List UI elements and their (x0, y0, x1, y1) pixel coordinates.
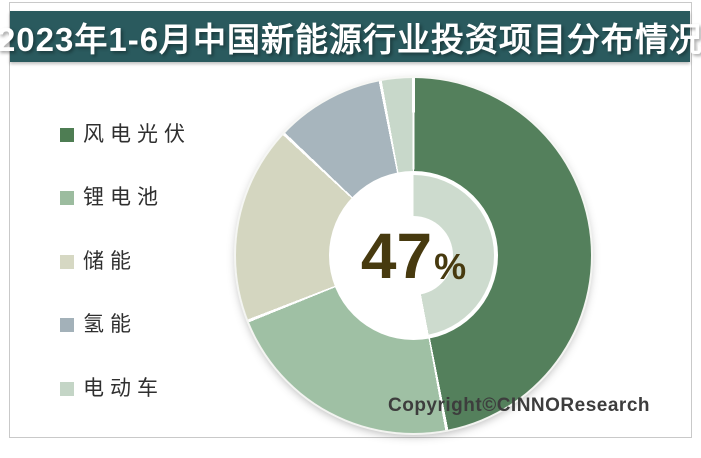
chart-frame: 2023年1-6月中国新能源行业投资项目分布情况 风电光伏 锂电池 储能 氢能 … (0, 2, 701, 438)
center-unit: % (434, 245, 467, 287)
chart-title: 2023年1-6月中国新能源行业投资项目分布情况 (0, 20, 701, 58)
legend-label-lithium-battery: 锂电池 (83, 186, 164, 209)
legend-swatch-wind-solar (60, 128, 74, 142)
inner-hole (374, 216, 453, 295)
center-percentage-label: 47 % (236, 78, 591, 433)
legend-label-wind-solar: 风电光伏 (83, 123, 191, 146)
legend-item-ev: 电动车 (60, 377, 164, 401)
legend-label-energy-storage: 储能 (83, 250, 137, 273)
legend-item-energy-storage: 储能 (60, 250, 137, 274)
legend-item-wind-solar: 风电光伏 (60, 123, 191, 147)
legend-label-hydrogen: 氢能 (83, 313, 137, 336)
legend-item-lithium-battery: 锂电池 (60, 186, 164, 210)
legend-swatch-ev (60, 382, 74, 396)
legend-item-hydrogen: 氢能 (60, 313, 137, 337)
title-bar: 2023年1-6月中国新能源行业投资项目分布情况 (0, 11, 701, 62)
center-value: 47 (360, 219, 433, 292)
copyright-text: Copyright©CINNOResearch (388, 395, 650, 416)
legend-swatch-energy-storage (60, 255, 74, 269)
legend-swatch-lithium-battery (60, 191, 74, 205)
legend-label-ev: 电动车 (83, 377, 164, 400)
legend-swatch-hydrogen (60, 318, 74, 332)
donut-chart: 47 % (236, 78, 591, 433)
